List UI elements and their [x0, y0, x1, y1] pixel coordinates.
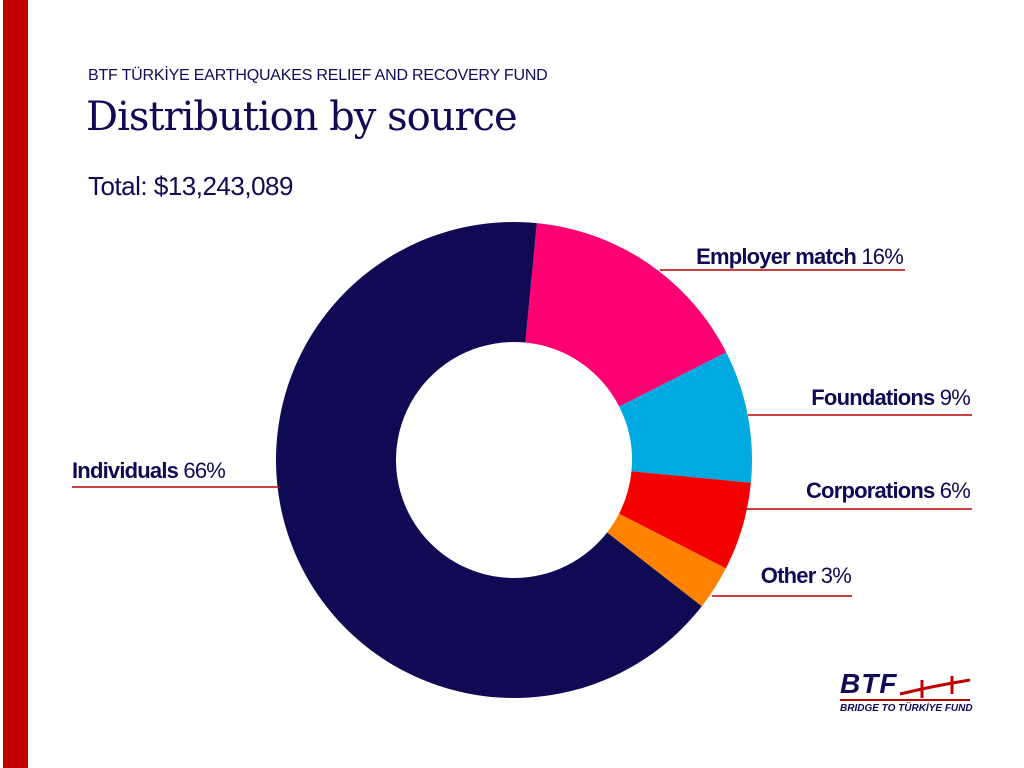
- slice-label-value: 3%: [821, 563, 851, 588]
- slice-other: [607, 513, 726, 607]
- slice-label: Foundations 9%: [811, 385, 970, 410]
- slice-label-name: Employer match: [696, 244, 861, 269]
- slice-label-name: Other: [761, 563, 821, 588]
- slice-label-value: 6%: [940, 478, 970, 503]
- slice-label-name: Individuals: [72, 458, 183, 483]
- accent-bar: [3, 0, 28, 768]
- slice-corporations: [619, 471, 751, 569]
- slice-label: Other 3%: [761, 563, 851, 588]
- slice-employer-match: [525, 223, 727, 407]
- logo-tagline: BRIDGE TO TÜRKİYE FUND: [840, 703, 973, 714]
- slice-label: Corporations 6%: [806, 478, 970, 503]
- btf-logo: BTF BRIDGE TO TÜRKİYE FUND: [838, 668, 978, 718]
- slice-label-value: 66%: [183, 458, 225, 483]
- slice-label-value: 16%: [861, 244, 903, 269]
- slice-label-name: Foundations: [811, 385, 940, 410]
- slice-label: Employer match 16%: [696, 244, 903, 269]
- logo-text: BTF: [840, 668, 898, 699]
- slice-label: Individuals 66%: [72, 458, 225, 483]
- logo-bridge-icon: [840, 676, 971, 701]
- slice-individuals: [276, 221, 702, 698]
- slice-label-value: 9%: [940, 385, 970, 410]
- fund-subtitle: BTF TÜRKİYE EARTHQUAKES RELIEF AND RECOV…: [88, 67, 548, 84]
- total-amount: Total: $13,243,089: [88, 171, 293, 201]
- slice-foundations: [619, 352, 753, 483]
- slice-label-name: Corporations: [806, 478, 940, 503]
- page-title: Distribution by source: [86, 94, 518, 140]
